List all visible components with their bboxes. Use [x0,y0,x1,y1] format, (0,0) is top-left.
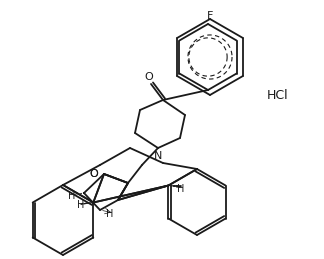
Text: H: H [177,183,184,193]
Text: O: O [90,169,98,179]
Text: F: F [207,11,213,21]
Text: H: H [106,209,114,219]
Text: O: O [90,169,98,179]
Text: H: H [76,200,84,211]
Text: H: H [68,191,76,201]
Text: O: O [145,72,153,82]
Text: N: N [154,151,162,161]
Text: HCl: HCl [267,89,289,102]
